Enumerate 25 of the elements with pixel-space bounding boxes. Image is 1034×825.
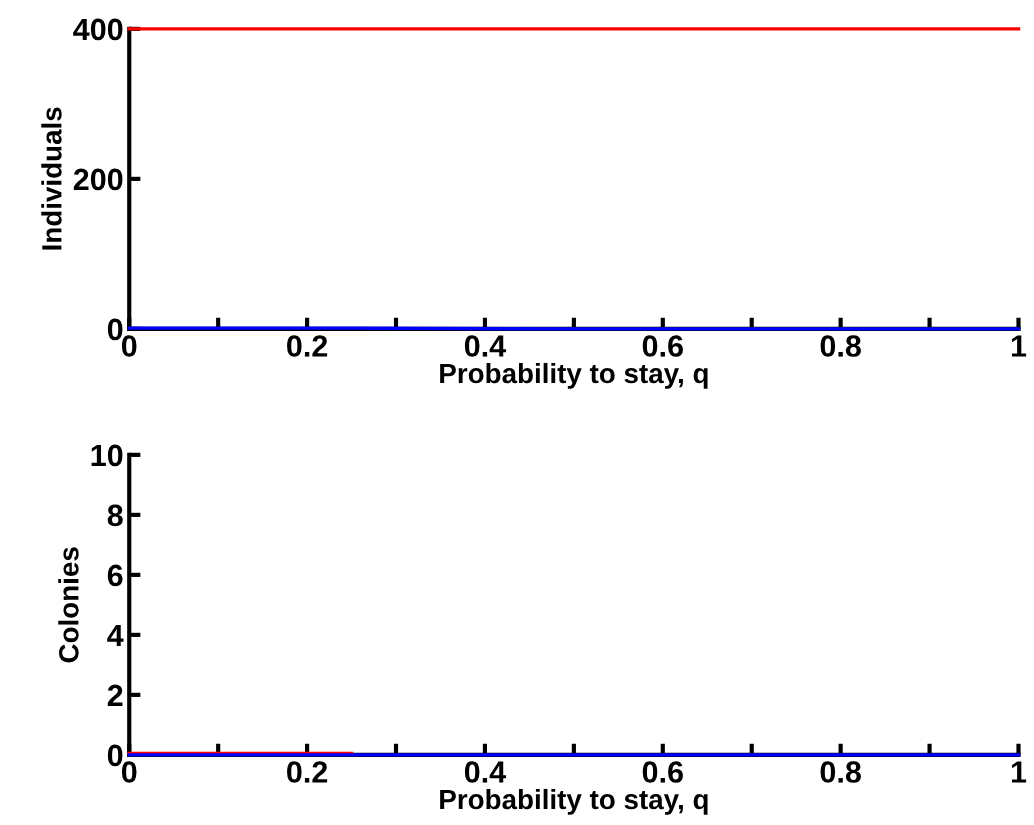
y-axis-title: Individuals	[41, 107, 62, 250]
y-tick-label: 8	[107, 504, 123, 527]
y-tick-label: 200	[73, 168, 123, 191]
y-tick-label: 2	[107, 684, 123, 706]
x-tick-label: 0.4	[464, 335, 507, 357]
y-axis-title: Colonies	[58, 547, 79, 663]
x-tick-label: 0	[121, 761, 137, 783]
y-tick-label: 0	[107, 318, 123, 341]
x-tick-label: 0.2	[287, 761, 328, 783]
y-tick-label: 10	[91, 444, 123, 467]
y-tick-label: 400	[73, 18, 123, 41]
x-tick-label: 0.4	[464, 761, 507, 783]
x-axis-title: Probability to stay, q	[440, 362, 708, 389]
x-tick-label: 0.8	[820, 761, 861, 783]
x-tick-label: 0.6	[642, 335, 683, 357]
y-tick-label: 6	[107, 564, 123, 587]
x-axis-title: Probability to stay, q	[440, 788, 708, 815]
y-tick-label: 0	[107, 744, 123, 767]
x-tick-label: 0.2	[287, 335, 328, 357]
y-tick-label: 4	[107, 624, 124, 646]
x-tick-label: 0.6	[642, 761, 683, 783]
x-tick-label: 0	[121, 335, 137, 357]
x-tick-label: 1	[1011, 335, 1027, 357]
x-tick-label: 1	[1011, 761, 1027, 783]
x-tick-label: 0.8	[820, 335, 861, 357]
